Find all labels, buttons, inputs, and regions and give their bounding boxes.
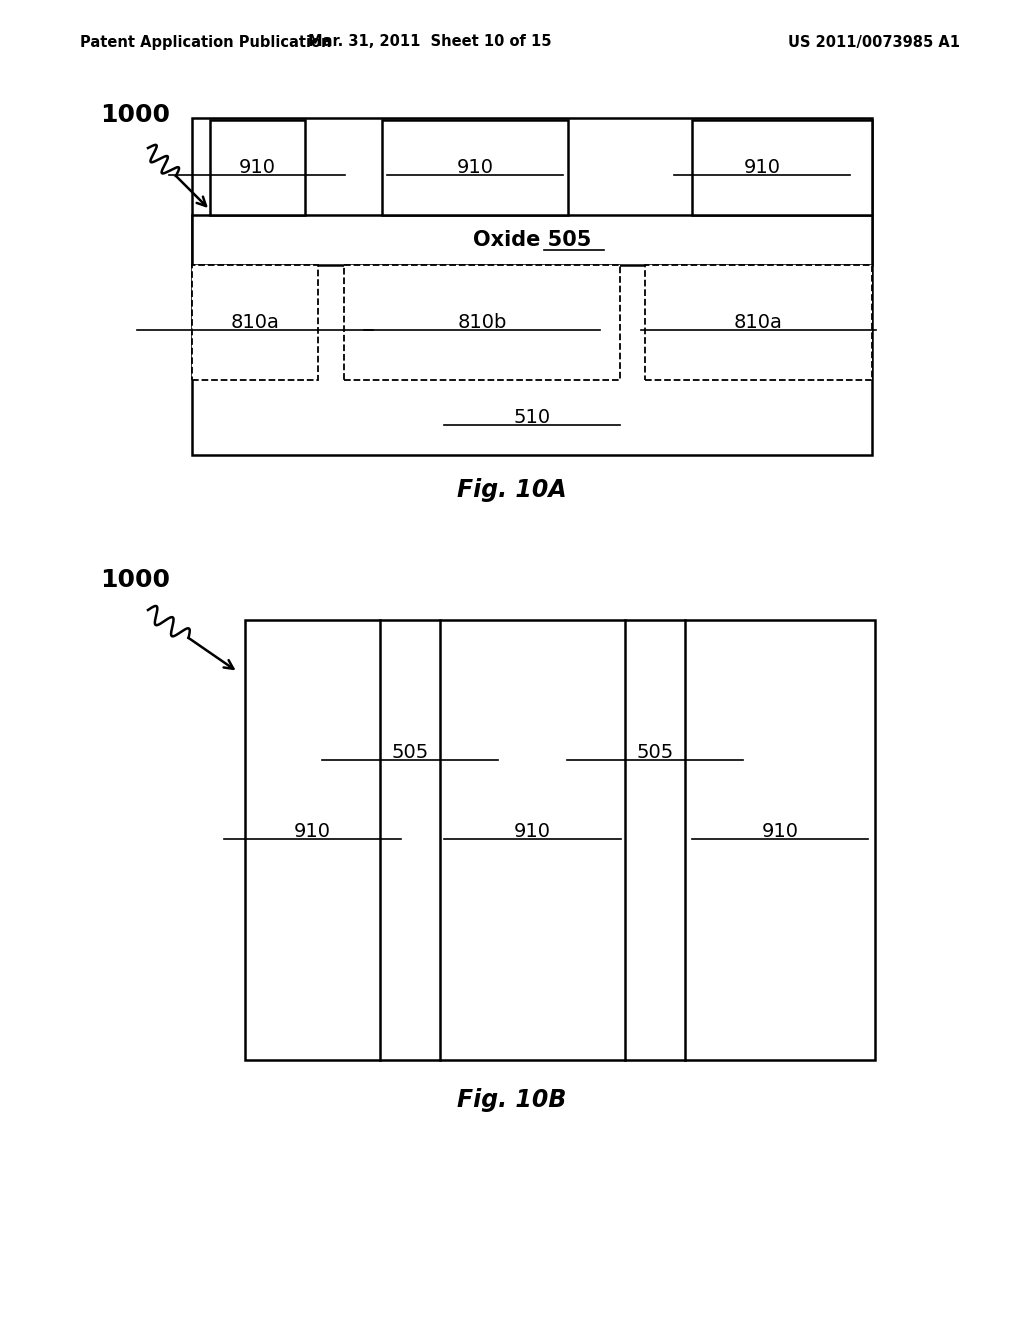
Bar: [645, 265, 872, 380]
Bar: [245, 620, 874, 1060]
Bar: [344, 265, 620, 380]
Text: 810a: 810a: [734, 313, 783, 333]
Text: 910: 910: [294, 821, 331, 841]
Text: 505: 505: [636, 742, 674, 762]
Text: 810a: 810a: [230, 313, 280, 333]
Bar: [193, 265, 318, 380]
Text: 910: 910: [457, 158, 494, 177]
Text: 810b: 810b: [458, 313, 507, 333]
Bar: [193, 215, 872, 265]
Text: 910: 910: [743, 158, 780, 177]
Text: 505: 505: [391, 742, 429, 762]
Text: Patent Application Publication: Patent Application Publication: [80, 34, 332, 49]
Text: Fig. 10B: Fig. 10B: [458, 1088, 566, 1111]
Text: 910: 910: [514, 821, 551, 841]
Text: 1000: 1000: [100, 103, 170, 127]
Text: 510: 510: [513, 408, 551, 426]
Bar: [692, 120, 872, 215]
Text: Fig. 10A: Fig. 10A: [457, 478, 567, 502]
Text: Mar. 31, 2011  Sheet 10 of 15: Mar. 31, 2011 Sheet 10 of 15: [308, 34, 552, 49]
Text: 910: 910: [762, 821, 799, 841]
Text: Oxide 505: Oxide 505: [473, 230, 591, 249]
Text: 910: 910: [239, 158, 275, 177]
Text: US 2011/0073985 A1: US 2011/0073985 A1: [788, 34, 961, 49]
Bar: [382, 120, 568, 215]
Bar: [210, 120, 305, 215]
Bar: [193, 117, 872, 455]
Text: 1000: 1000: [100, 568, 170, 591]
